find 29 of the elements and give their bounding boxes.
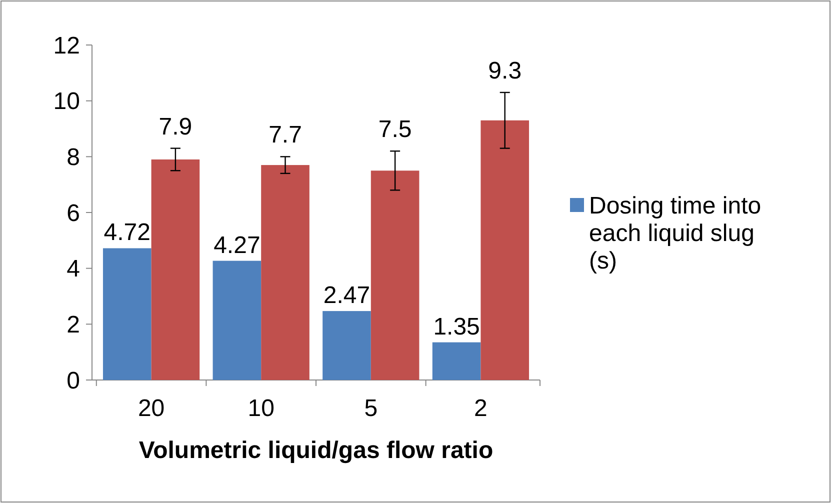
- legend-label: Dosing time into each liquid slug (s): [589, 192, 762, 275]
- y-tick-label: 12: [53, 32, 80, 60]
- bar: [102, 248, 152, 380]
- data-label: 4.72: [104, 219, 150, 246]
- bar: [370, 170, 420, 380]
- y-tick-label: 2: [66, 312, 80, 339]
- x-tick-label: 10: [248, 395, 274, 422]
- bar: [322, 311, 371, 380]
- x-tick-label: 20: [138, 395, 165, 422]
- bar: [432, 342, 481, 380]
- bar: [212, 260, 262, 380]
- y-tick-label: 4: [66, 256, 80, 283]
- bar: [261, 165, 310, 380]
- y-tick-label: 0: [66, 367, 80, 394]
- data-label: 7.7: [268, 122, 302, 149]
- y-tick-label: 8: [66, 144, 80, 172]
- bar: [151, 159, 200, 380]
- data-label: 1.35: [433, 313, 480, 340]
- x-tick-label: 5: [364, 395, 378, 422]
- bar: [480, 120, 530, 380]
- data-label: 9.3: [488, 57, 522, 84]
- data-label: 4.27: [214, 232, 260, 259]
- x-tick-label: 2: [474, 395, 488, 422]
- x-axis-title: Volumetric liquid/gas flow ratio: [138, 437, 494, 464]
- data-label: 2.47: [323, 282, 370, 310]
- y-tick-label: 6: [66, 200, 80, 227]
- data-label: 7.9: [158, 113, 192, 140]
- y-tick-label: 10: [53, 88, 80, 116]
- data-label: 7.5: [378, 116, 412, 144]
